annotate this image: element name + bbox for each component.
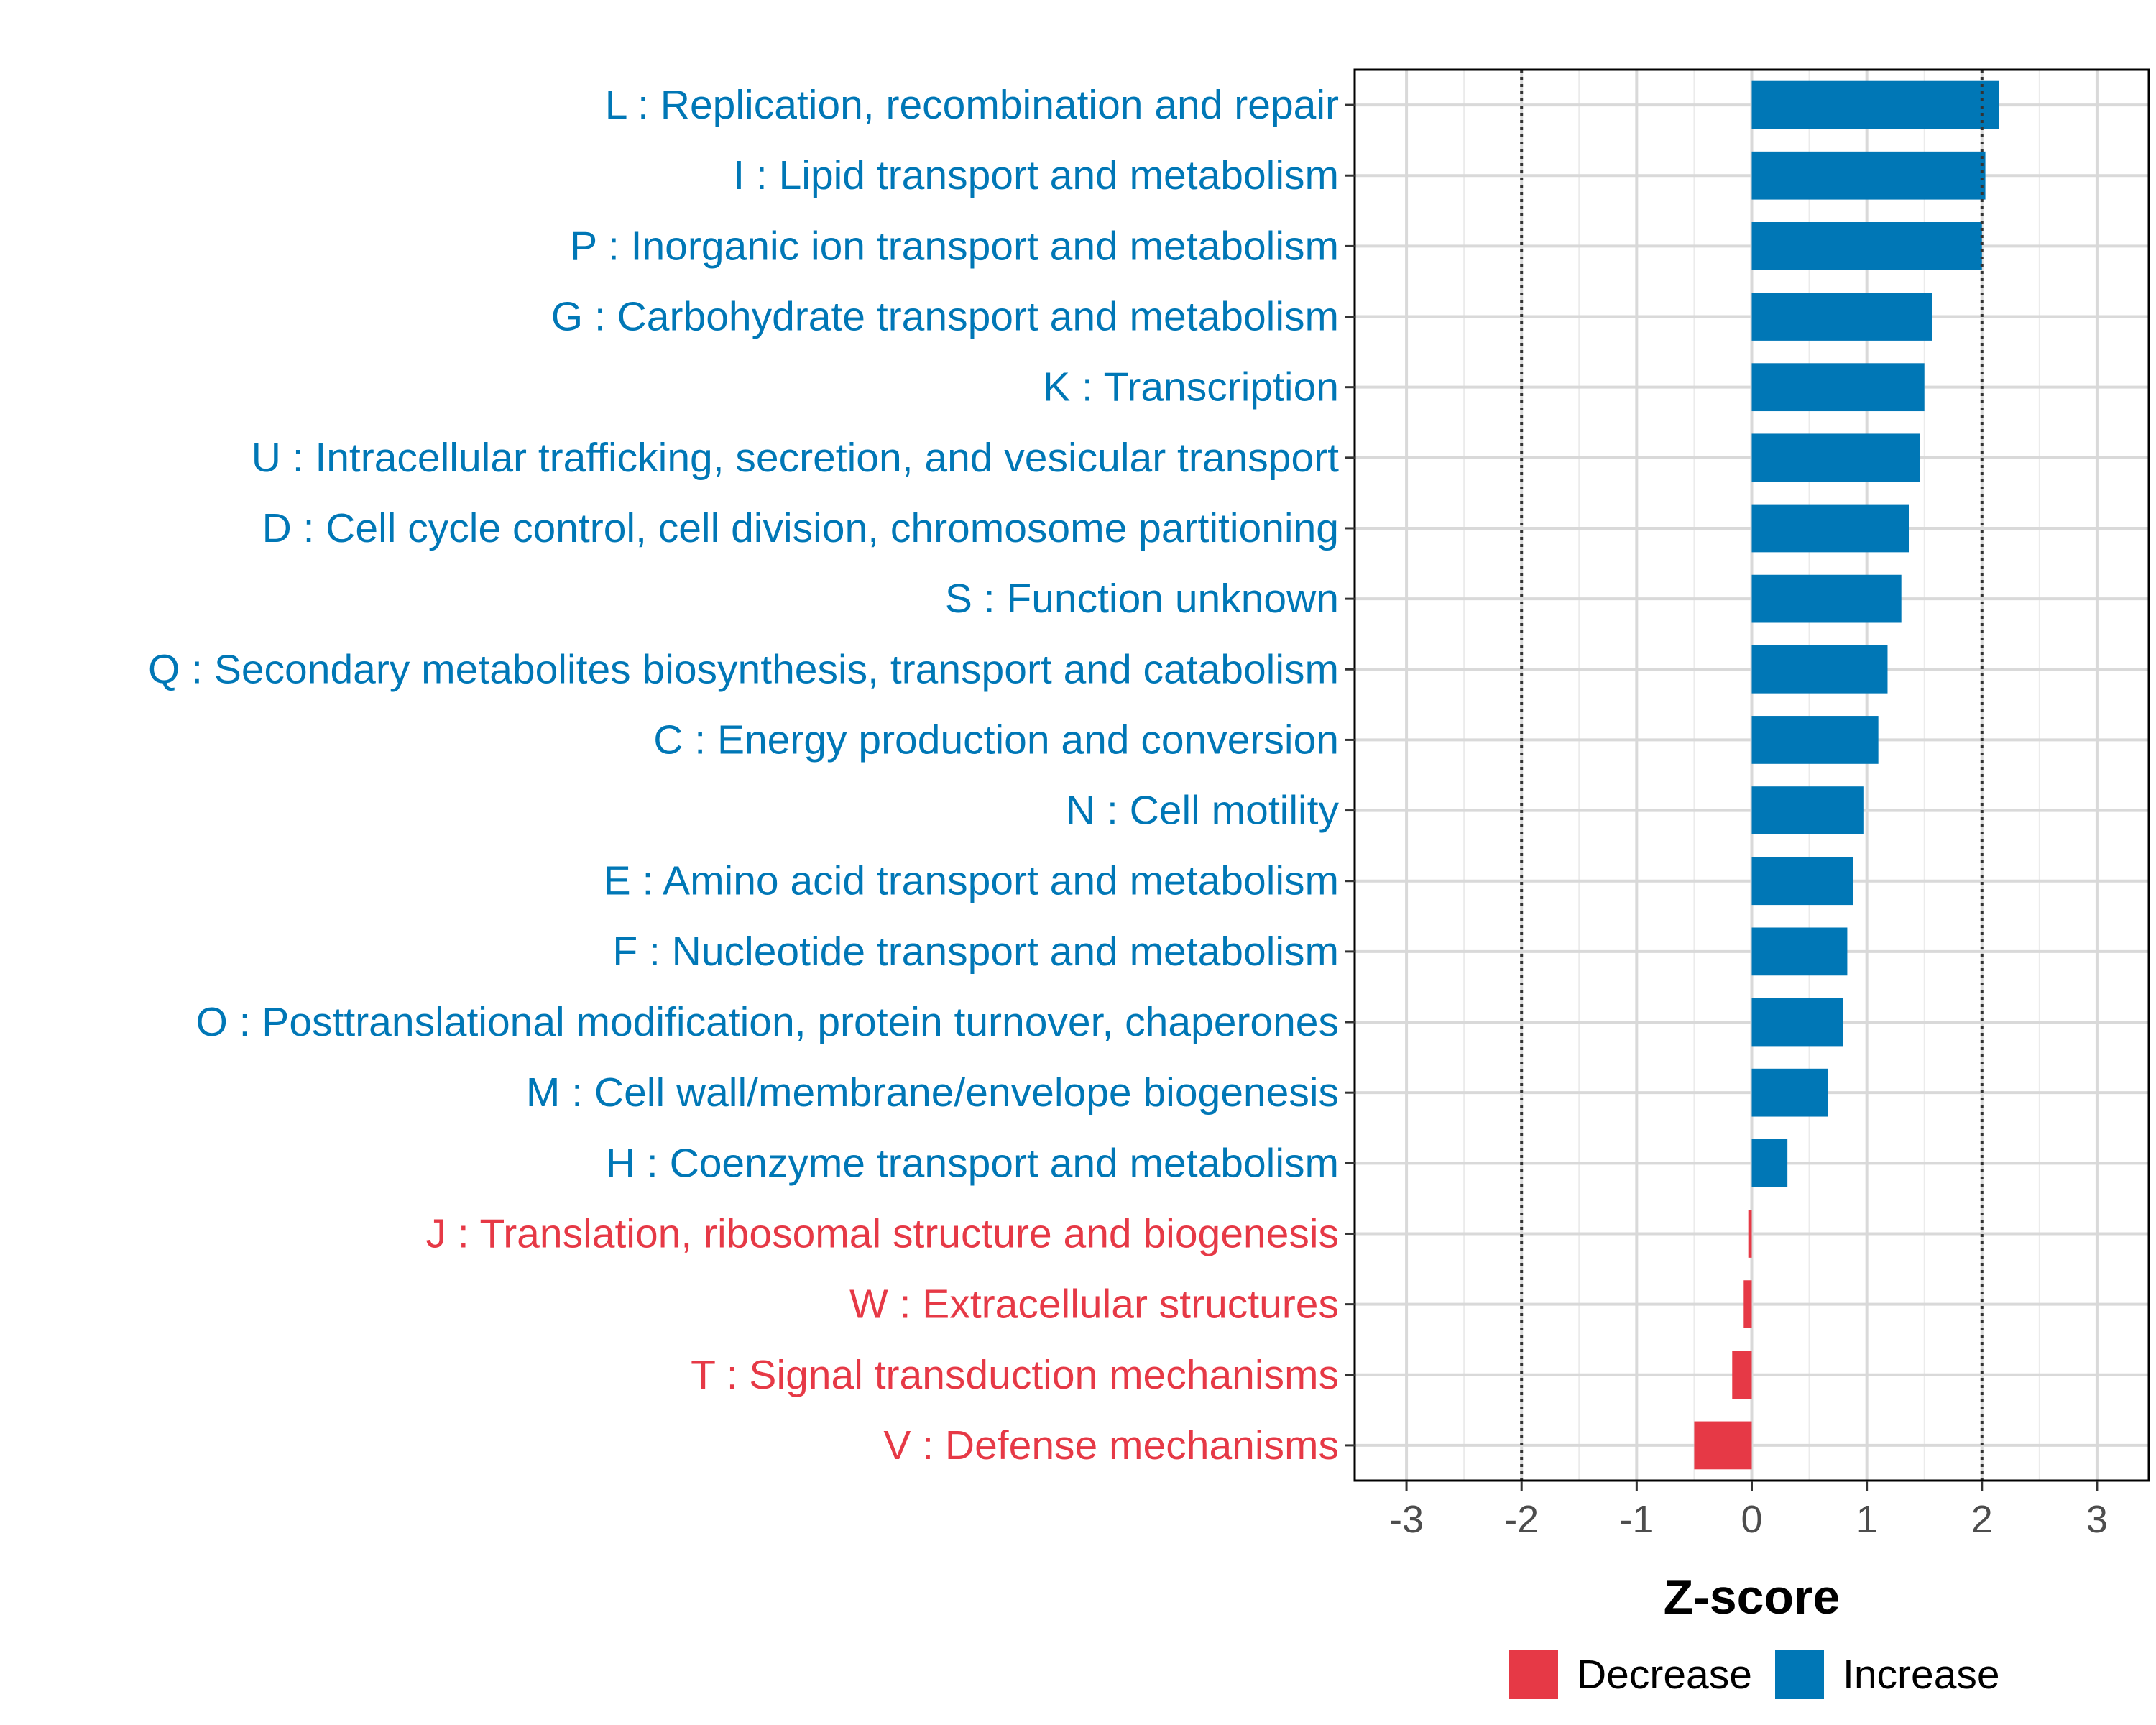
bar (1751, 645, 1888, 694)
x-tick-label: -3 (1389, 1498, 1424, 1541)
category-label: I : Lipid transport and metabolism (733, 152, 1339, 198)
bar (1751, 80, 1999, 129)
bar (1751, 574, 1902, 623)
bar (1751, 151, 1986, 200)
bar (1751, 1068, 1828, 1117)
category-label: D : Cell cycle control, cell division, c… (262, 505, 1339, 551)
category-label: S : Function unknown (945, 576, 1339, 622)
category-label: Q : Secondary metabolites biosynthesis, … (148, 646, 1339, 692)
category-label: E : Amino acid transport and metabolism (604, 858, 1339, 904)
x-tick-label: -1 (1619, 1498, 1654, 1541)
category-label: W : Extracellular structures (849, 1282, 1339, 1328)
bar (1751, 504, 1909, 553)
bar (1751, 786, 1864, 834)
category-label: V : Defense mechanisms (883, 1422, 1339, 1468)
legend-key (1775, 1650, 1824, 1699)
category-label: K : Transcription (1043, 364, 1339, 410)
reference-lines (1520, 70, 1984, 1481)
category-label: F : Nucleotide transport and metabolism (612, 929, 1339, 975)
legend-key (1509, 1650, 1558, 1699)
x-axis: -3 -2 -1 0 1 2 3 (1389, 1481, 2108, 1541)
bar (1748, 1210, 1752, 1258)
bar (1751, 363, 1925, 412)
bar (1694, 1421, 1752, 1470)
legend: Decrease Increase (1509, 1650, 2000, 1699)
category-label: L : Replication, recombination and repai… (605, 82, 1339, 128)
bar (1751, 222, 1982, 270)
bar (1751, 998, 1843, 1046)
x-tick-label: 0 (1741, 1498, 1762, 1541)
x-tick-label: 1 (1856, 1498, 1878, 1541)
bar (1743, 1280, 1752, 1328)
x-tick-label: 2 (1971, 1498, 1993, 1541)
category-label: T : Signal transduction mechanisms (691, 1352, 1339, 1398)
bar (1732, 1351, 1752, 1399)
category-label: G : Carbohydrate transport and metabolis… (551, 294, 1339, 340)
bar (1751, 716, 1879, 764)
category-label: U : Intracellular trafficking, secretion… (252, 435, 1339, 481)
category-label: O : Posttranslational modification, prot… (195, 999, 1339, 1045)
x-tick-label: -2 (1504, 1498, 1539, 1541)
bar (1751, 927, 1848, 976)
category-label: M : Cell wall/membrane/envelope biogenes… (526, 1070, 1339, 1116)
bar (1751, 1138, 1788, 1187)
category-label: N : Cell motility (1066, 788, 1340, 834)
category-label: J : Translation, ribosomal structure and… (426, 1210, 1339, 1256)
category-label: C : Energy production and conversion (653, 717, 1339, 763)
x-tick-label: 3 (2086, 1498, 2108, 1541)
y-axis: L : Replication, recombination and repai… (148, 82, 1355, 1468)
legend-label: Increase (1843, 1652, 2000, 1698)
bars (1694, 80, 1999, 1470)
category-label: H : Coenzyme transport and metabolism (606, 1140, 1339, 1186)
x-axis-title: Z-score (1664, 1570, 1841, 1624)
legend-label: Decrease (1577, 1652, 1752, 1698)
category-label: P : Inorganic ion transport and metaboli… (570, 223, 1339, 269)
bar (1751, 293, 1932, 341)
bar (1751, 433, 1920, 482)
bar (1751, 857, 1853, 906)
